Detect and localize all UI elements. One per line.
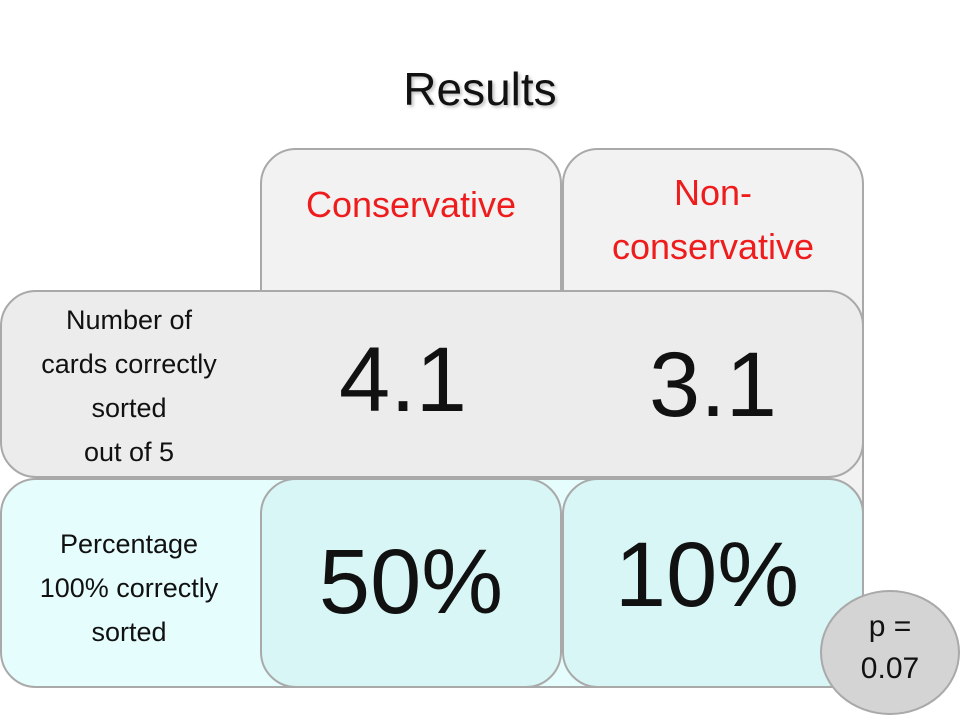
column-header-non-conservative-line2: conservative xyxy=(611,226,815,267)
slide-title: Results xyxy=(403,63,557,115)
row-label-line: sorted xyxy=(91,393,167,423)
row-label-line: Percentage xyxy=(59,529,199,559)
p-value-badge: p = 0.07 xyxy=(820,590,960,715)
column-header-conservative: Conservative xyxy=(262,178,560,232)
row-label-line: sorted xyxy=(91,617,167,647)
p-value-label: p = xyxy=(868,610,912,643)
column-header-non-conservative: Non- conservative xyxy=(564,166,862,274)
p-value-number: 0.07 xyxy=(860,652,920,685)
row-label-line: Number of xyxy=(65,305,193,335)
row-label-line: cards correctly xyxy=(41,349,217,379)
value-cards-non-conservative: 3.1 xyxy=(649,334,777,436)
row-label-line: out of 5 xyxy=(83,437,175,467)
value-percentage-conservative: 50% xyxy=(318,531,504,633)
column-header-conservative-label: Conservative xyxy=(305,184,517,225)
row-label-percentage-correct: Percentage 100% correctly sorted xyxy=(0,522,258,654)
row-label-line: 100% correctly xyxy=(39,573,219,603)
row-cards-sorted xyxy=(0,290,864,478)
value-cards-conservative: 4.1 xyxy=(339,329,467,431)
value-percentage-non-conservative: 10% xyxy=(614,524,800,626)
column-header-non-conservative-line1: Non- xyxy=(673,172,753,213)
row-label-cards-sorted: Number of cards correctly sorted out of … xyxy=(0,298,258,474)
cell-percentage-conservative xyxy=(260,478,562,688)
cell-percentage-non-conservative xyxy=(562,478,864,688)
